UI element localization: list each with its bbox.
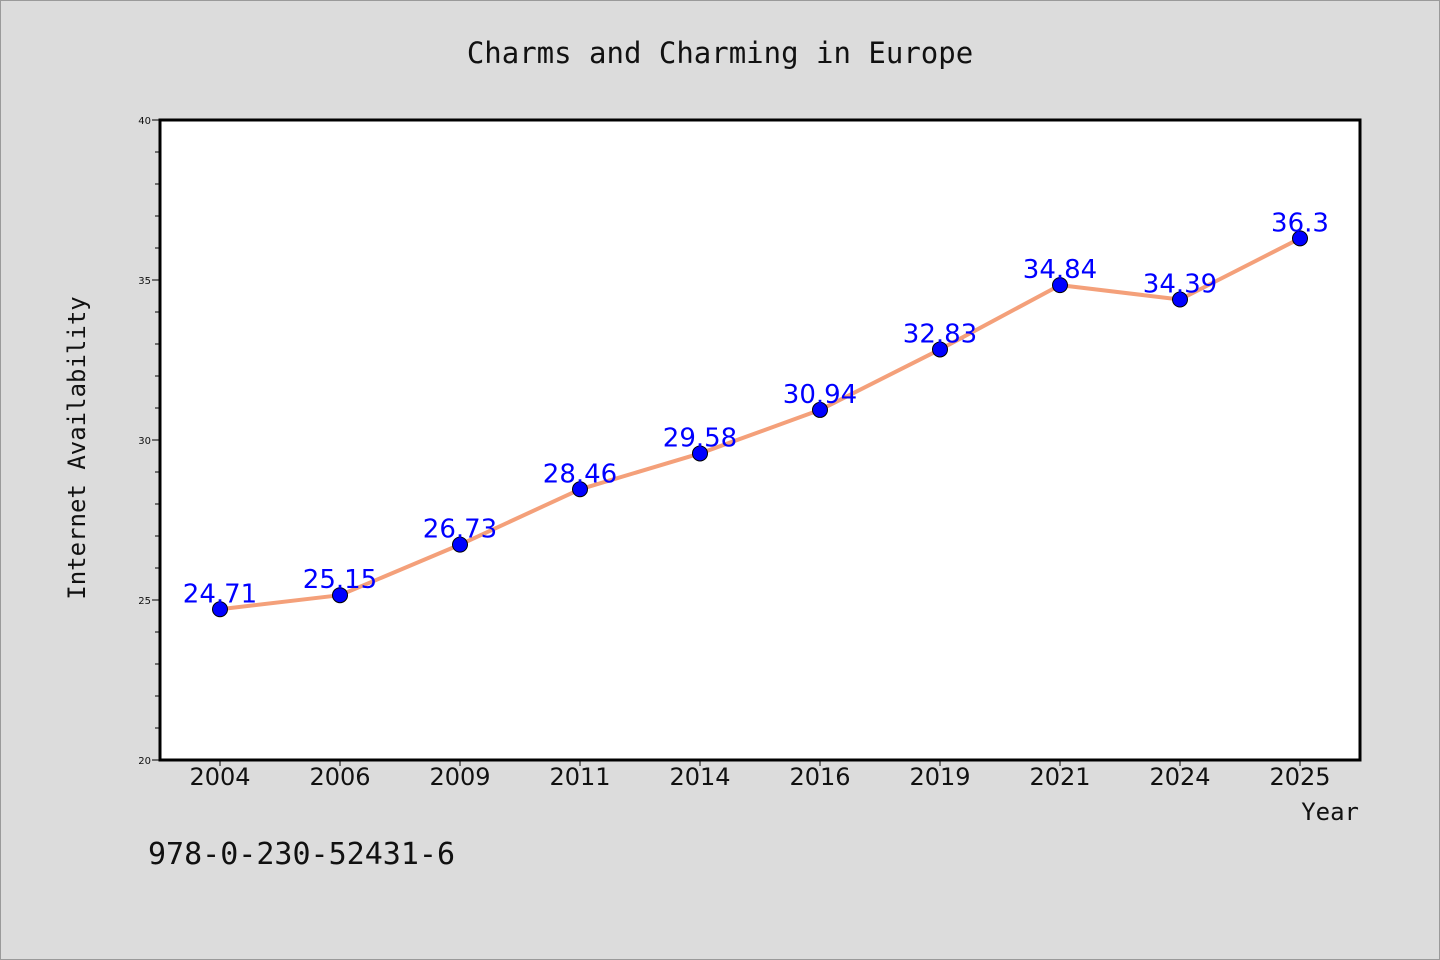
data-point bbox=[1292, 230, 1308, 247]
data-label: 29.58 bbox=[663, 423, 737, 453]
data-point bbox=[812, 401, 828, 418]
data-label: 32.83 bbox=[903, 319, 977, 349]
data-label: 26.73 bbox=[423, 515, 497, 545]
x-tick-label: 2024 bbox=[1149, 763, 1210, 791]
y-axis: 20 25 30 35 40 bbox=[138, 116, 160, 767]
x-axis-label: Year bbox=[1301, 798, 1359, 826]
data-point bbox=[1172, 291, 1188, 308]
data-point bbox=[692, 445, 708, 462]
data-label: 24.71 bbox=[183, 579, 257, 609]
x-tick-label: 2025 bbox=[1269, 763, 1330, 791]
plot-area bbox=[158, 118, 1362, 762]
y-tick-label: 25 bbox=[138, 596, 151, 607]
series: 24.71 25.15 26.73 28.46 29.58 30.94 32.83 34.84… bbox=[183, 208, 1329, 618]
data-label: 28.46 bbox=[543, 459, 617, 489]
y-tick-label: 35 bbox=[138, 276, 151, 287]
x-tick-label: 2006 bbox=[309, 763, 370, 791]
x-tick-label: 2011 bbox=[549, 763, 610, 791]
y-tick-label: 40 bbox=[138, 116, 151, 127]
data-point bbox=[452, 536, 468, 553]
x-axis: 2004 2006 2009 2011 2014 2016 2019 2021 2024 2025 bbox=[189, 760, 1331, 791]
data-point bbox=[572, 481, 588, 498]
x-tick-label: 2009 bbox=[429, 763, 490, 791]
y-tick-label: 20 bbox=[138, 756, 151, 767]
data-label: 25.15 bbox=[303, 565, 377, 595]
data-label: 34.39 bbox=[1143, 270, 1217, 300]
chart-title: Charms and Charming in Europe bbox=[467, 36, 973, 70]
data-point bbox=[212, 601, 228, 618]
data-point bbox=[332, 587, 348, 604]
series-line bbox=[218, 236, 1302, 612]
data-label: 30.94 bbox=[783, 380, 857, 410]
x-tick-label: 2021 bbox=[1029, 763, 1090, 791]
y-axis-label: Internet Availability bbox=[63, 296, 91, 599]
data-point bbox=[932, 341, 948, 358]
y-tick-label: 30 bbox=[138, 436, 151, 447]
x-tick-label: 2016 bbox=[789, 763, 850, 791]
data-label: 34.84 bbox=[1023, 255, 1097, 285]
x-tick-label: 2014 bbox=[669, 763, 730, 791]
isbn-annotation: 978-0-230-52431-6 bbox=[148, 837, 455, 872]
x-tick-label: 2004 bbox=[189, 763, 250, 791]
data-point bbox=[1052, 277, 1068, 294]
data-label: 36.3 bbox=[1271, 208, 1329, 238]
x-tick-label: 2019 bbox=[909, 763, 970, 791]
